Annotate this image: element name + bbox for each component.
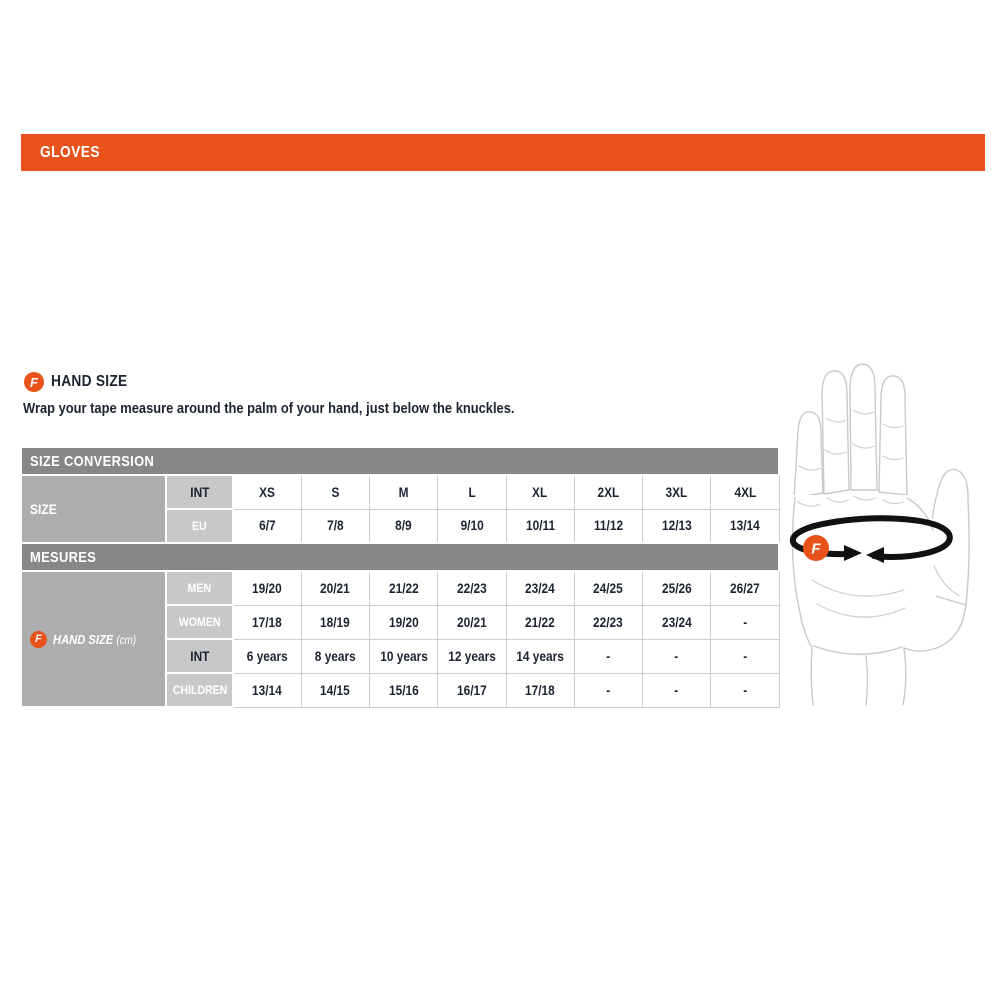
measure-value-cell: 6 years	[232, 638, 302, 674]
f-marker-icon: F	[30, 630, 47, 648]
hand-measure-illustration: F	[786, 358, 990, 710]
measure-sublabel-children: CHILDREN	[165, 672, 234, 708]
measure-value-cell: 26/27	[710, 570, 780, 606]
measure-row-women: WOMEN 17/18 18/19 19/20 20/21 21/22 22/23 23/24…	[21, 604, 780, 640]
measure-value-cell: 18/19	[300, 604, 371, 640]
measure-value-cell: -	[710, 672, 780, 708]
size-value-cell: 7/8	[300, 508, 371, 544]
measure-value-cell: 8 years	[300, 638, 371, 674]
hand-size-title: HAND SIZE	[51, 373, 128, 390]
measure-value-cell: 16/17	[437, 672, 507, 708]
palm-edges	[791, 497, 967, 706]
measure-value-cell: 10 years	[368, 638, 439, 674]
measure-value-cell: 14/15	[300, 672, 371, 708]
measure-value-cell: 20/21	[300, 570, 371, 606]
size-value-cell: 2XL	[573, 474, 644, 510]
measure-value-cell: 23/24	[505, 570, 575, 606]
f-marker-icon: F	[24, 372, 44, 392]
size-value-cell: 12/13	[641, 508, 712, 544]
hand-size-heading: F HAND SIZE	[24, 372, 140, 392]
measure-value-cell: -	[710, 638, 780, 674]
measure-value-cell: 22/23	[573, 604, 644, 640]
measure-value-cell: 25/26	[641, 570, 712, 606]
measure-sublabel-men: MEN	[165, 570, 234, 606]
measure-value-cell: 19/20	[232, 570, 302, 606]
measure-value-cell: 24/25	[573, 570, 644, 606]
measure-value-cell: -	[573, 672, 644, 708]
size-group-label: SIZE	[20, 474, 167, 544]
measure-value-cell: 20/21	[437, 604, 507, 640]
size-value-cell: S	[300, 474, 371, 510]
size-value-cell: 4XL	[710, 474, 780, 510]
size-value-cell: 6/7	[232, 508, 302, 544]
measure-value-cell: 13/14	[232, 672, 302, 708]
size-value-cell: 10/11	[505, 508, 575, 544]
measure-row-men: F HAND SIZE (cm) MEN 19/20 20/21 21/22 22/23 23…	[20, 570, 780, 708]
measure-value-cell: -	[710, 604, 780, 640]
measure-value-cell: 14 years	[505, 638, 575, 674]
size-row-int: SIZE INT XS S M L XL 2XL 3XL 4XL	[20, 474, 780, 544]
size-sublabel-eu: EU	[165, 508, 234, 544]
size-value-cell: L	[437, 474, 507, 510]
measure-value-cell: 17/18	[505, 672, 575, 708]
size-value-cell: XL	[505, 474, 575, 510]
measure-value-cell: 22/23	[437, 570, 507, 606]
measure-sublabel-women: WOMEN	[165, 604, 234, 640]
size-value-cell: XS	[232, 474, 302, 510]
measure-value-cell: -	[641, 672, 712, 708]
size-value-cell: M	[368, 474, 439, 510]
measure-value-cell: 21/22	[368, 570, 439, 606]
measure-row-int: INT 6 years 8 years 10 years 12 years 14 year…	[21, 638, 780, 674]
measure-value-cell: 21/22	[505, 604, 575, 640]
measure-value-cell: -	[573, 638, 644, 674]
size-conversion-header-cell: SIZE CONVERSION	[19, 446, 781, 476]
measure-group-label: F HAND SIZE (cm)	[20, 570, 167, 708]
size-conversion-header: SIZE CONVERSION	[19, 446, 781, 476]
gloves-section-title: GLOVES	[40, 143, 100, 161]
measure-group-text: HAND SIZE (cm)	[53, 631, 137, 647]
svg-text:F: F	[811, 541, 821, 558]
hand-f-badge-icon: F	[803, 535, 829, 561]
gloves-section-bar: GLOVES	[21, 134, 985, 171]
hand-size-instruction: Wrap your tape measure around the palm o…	[23, 400, 515, 417]
size-sublabel-int: INT	[165, 474, 234, 510]
measure-value-cell: -	[641, 638, 712, 674]
size-conversion-table: SIZE CONVERSION SIZE INT XS S M L XL 2XL 3XL 4XL EU…	[19, 446, 781, 708]
size-value-cell: 8/9	[368, 508, 439, 544]
measure-sublabel-int: INT	[165, 638, 234, 674]
size-value-cell: 9/10	[437, 508, 507, 544]
size-value-cell: 3XL	[641, 474, 712, 510]
mesures-header-cell: MESURES	[19, 542, 781, 572]
mesures-header: MESURES	[19, 542, 781, 572]
measure-value-cell: 19/20	[368, 604, 439, 640]
size-value-cell: 11/12	[573, 508, 644, 544]
size-value-cell: 13/14	[710, 508, 780, 544]
hand-illustration-svg: F	[790, 363, 970, 706]
measure-arrow	[790, 515, 953, 563]
measure-value-cell: 12 years	[437, 638, 507, 674]
palm-fill	[792, 495, 938, 650]
measure-value-cell: 15/16	[368, 672, 439, 708]
hand-creases	[797, 409, 961, 618]
measure-row-children: CHILDREN 13/14 14/15 15/16 16/17 17/18- - -	[21, 672, 780, 708]
measure-value-cell: 17/18	[232, 604, 302, 640]
size-row-eu: EU 6/7 7/8 8/9 9/10 10/11 11/12 12/13 13/14	[21, 508, 780, 544]
measure-value-cell: 23/24	[641, 604, 712, 640]
